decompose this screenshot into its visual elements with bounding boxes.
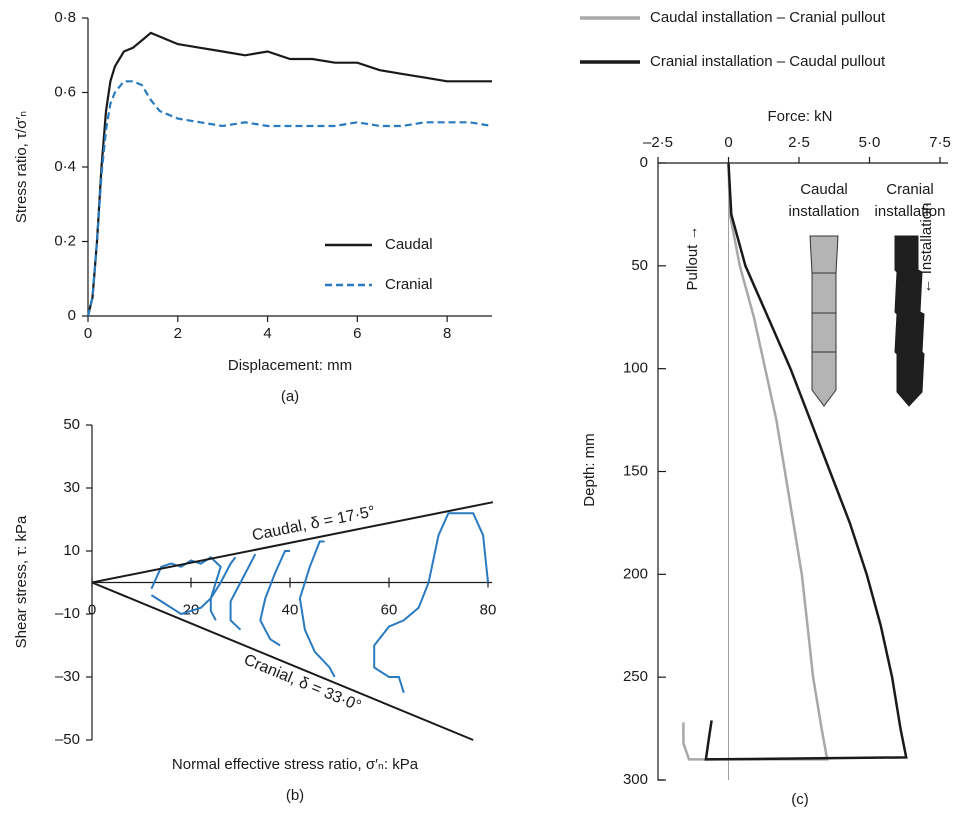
- y-tick-label: –50: [55, 731, 80, 748]
- data-line: [682, 162, 829, 761]
- y-tick-label: 150: [623, 462, 648, 479]
- x-axis-label: Force: kN: [767, 108, 832, 125]
- loop-curve: [229, 553, 257, 631]
- y-tick-label: 0·4: [54, 158, 76, 175]
- y-tick-label: 50: [63, 416, 80, 433]
- y-tick-label: –30: [55, 668, 80, 685]
- x-tick-label: 2: [174, 325, 182, 342]
- y-tick-label: 0·2: [54, 232, 76, 249]
- envelope-label: Cranial, δ = 33·0°: [241, 651, 363, 715]
- y-tick-label: 0·8: [54, 9, 76, 26]
- y-tick-label: 0·6: [54, 83, 76, 100]
- caption: (b): [286, 787, 304, 804]
- y-tick-label: –10: [55, 605, 80, 622]
- annotation: Pullout →: [684, 225, 701, 290]
- caudal-probe: [809, 235, 839, 407]
- x-tick-label: 0: [724, 134, 732, 151]
- loop-curve: [209, 556, 237, 621]
- y-tick-label: 250: [623, 668, 648, 685]
- y-tick-label: 0: [68, 307, 76, 324]
- y-tick-label: 50: [631, 257, 648, 274]
- legend-label: Caudal installation – Cranial pullout: [650, 9, 886, 26]
- annotation: Caudal installation: [789, 181, 860, 220]
- y-tick-label: 30: [63, 479, 80, 496]
- axis-line: [87, 18, 492, 317]
- y-axis-label: Stress ratio, τ/σ′ₙ: [13, 111, 30, 223]
- y-axis-label: Depth: mm: [581, 433, 598, 506]
- cranial-probe: [894, 235, 925, 407]
- data-line: [704, 162, 908, 761]
- data-line: [86, 31, 492, 317]
- annotation: ← Installation: [918, 203, 935, 294]
- legend-label: Cranial: [385, 276, 433, 293]
- y-tick-label: 300: [623, 771, 648, 788]
- x-tick-label: 2·5: [788, 134, 810, 151]
- x-tick-label: 80: [480, 601, 497, 618]
- x-tick-label: 4: [263, 325, 271, 342]
- x-tick-label: 5·0: [859, 134, 881, 151]
- x-tick-label: 7·5: [929, 134, 951, 151]
- x-tick-label: 60: [381, 601, 398, 618]
- y-tick-label: 10: [63, 542, 80, 559]
- x-tick-label: –2·5: [643, 134, 673, 151]
- envelope-line: [91, 501, 494, 584]
- x-tick-label: 40: [282, 601, 299, 618]
- loop-curve: [259, 550, 290, 647]
- y-tick-label: 0: [640, 154, 648, 171]
- loop-curve: [373, 512, 489, 694]
- y-tick-label: 100: [623, 360, 648, 377]
- envelope-line: [91, 581, 474, 741]
- x-tick-label: 6: [353, 325, 361, 342]
- legend-label: Cranial installation – Caudal pullout: [650, 53, 886, 70]
- legend-label: Caudal: [385, 236, 433, 253]
- axis-line: [91, 425, 492, 740]
- x-axis-label: Displacement: mm: [228, 357, 352, 374]
- y-axis-label: Shear stress, τ: kPa: [13, 515, 30, 648]
- x-axis-label: Normal effective stress ratio, σ′ₙ: kPa: [172, 756, 419, 773]
- x-tick-label: 8: [443, 325, 451, 342]
- loop-curve: [298, 540, 336, 678]
- annotation: Cranial installation: [875, 181, 946, 220]
- caption: (c): [791, 791, 809, 808]
- y-tick-label: 200: [623, 565, 648, 582]
- x-tick-label: 0: [88, 601, 96, 618]
- x-tick-label: 0: [84, 325, 92, 342]
- data-line: [86, 80, 493, 317]
- loop-curve: [150, 556, 222, 616]
- caption: (a): [281, 388, 299, 405]
